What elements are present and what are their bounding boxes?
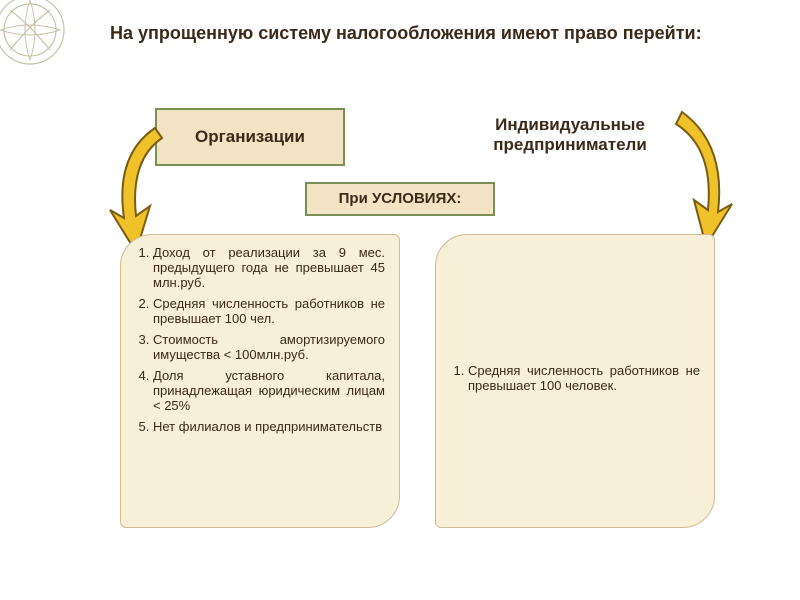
list-item: Средняя численность работников не превыш… [153,296,385,326]
slide: На упрощенную систему налогообложения им… [0,0,800,600]
conditions-list-entrepreneurs: Средняя численность работников не превыш… [450,363,700,399]
tag-entrepreneurs-label: Индивидуальные предприниматели [469,115,671,154]
tag-organizations: Организации [155,108,345,166]
conditions-box: При УСЛОВИЯХ: [305,182,495,216]
page-title: На упрощенную систему налогообложения им… [110,22,710,45]
list-item: Нет филиалов и предпринимательств [153,419,385,434]
conditions-list-organizations: Доход от реализации за 9 мес. предыдущег… [135,245,385,434]
card-entrepreneurs: Средняя численность работников не превыш… [435,234,715,528]
tag-entrepreneurs: Индивидуальные предприниматели [455,92,685,178]
list-item: Доля уставного капитала, принадлежащая ю… [153,368,385,413]
list-item: Средняя численность работников не превыш… [468,363,700,393]
tag-organizations-label: Организации [195,127,305,147]
conditions-label: При УСЛОВИЯХ: [339,190,462,207]
corner-ornament [0,0,100,100]
list-item: Стоимость амортизируемого имущества < 10… [153,332,385,362]
card-organizations: Доход от реализации за 9 мес. предыдущег… [120,234,400,528]
list-item: Доход от реализации за 9 мес. предыдущег… [153,245,385,290]
ornament-icon [0,0,100,100]
